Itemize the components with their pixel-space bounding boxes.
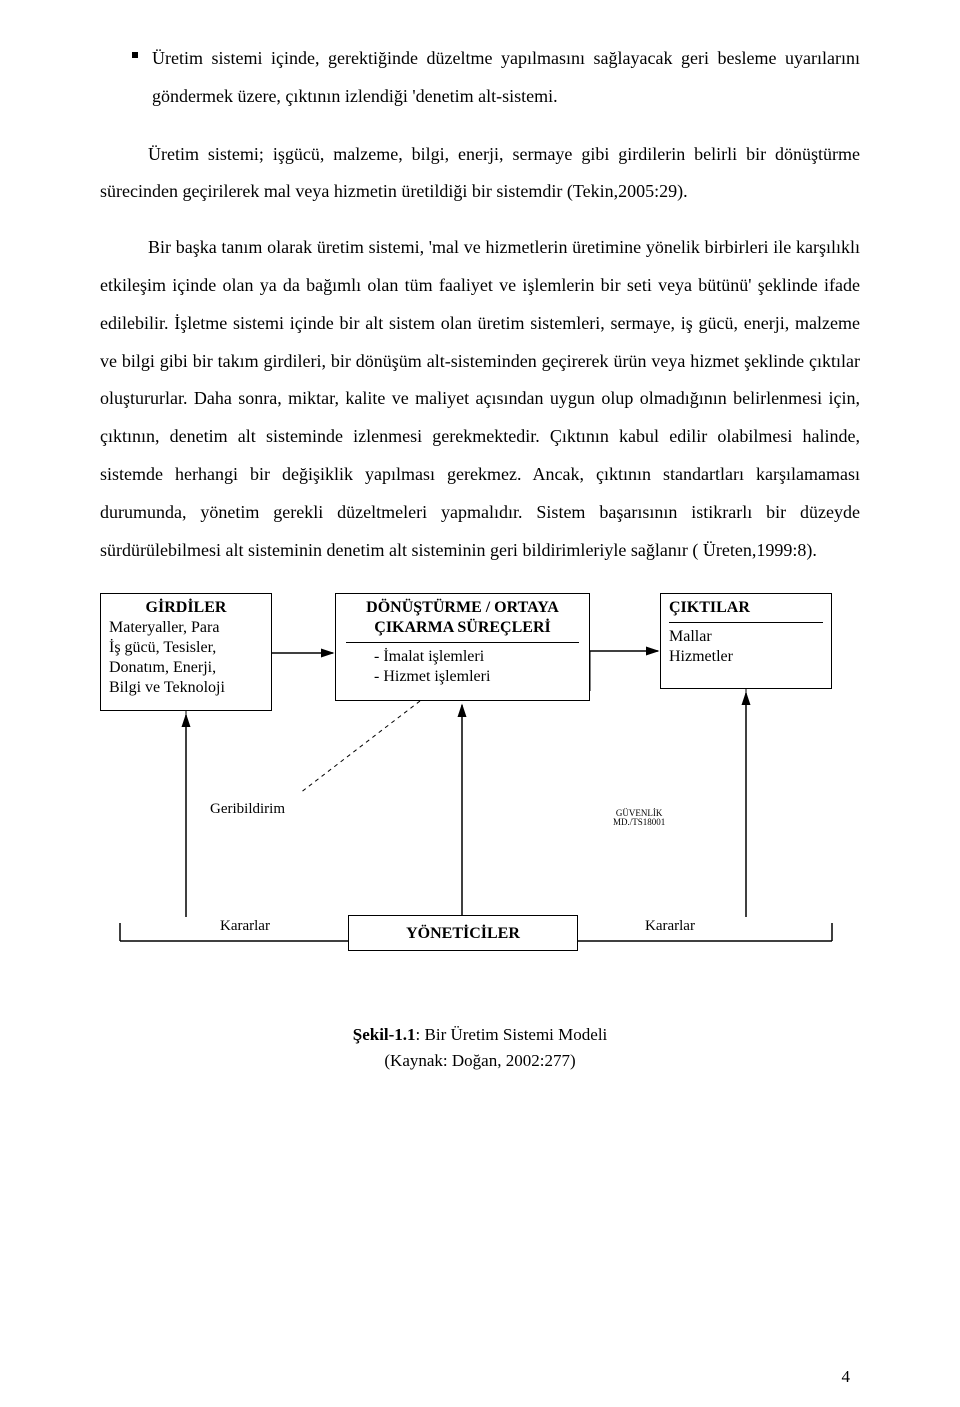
- paragraph-1: Üretim sistemi; işgücü, malzeme, bilgi, …: [100, 136, 860, 212]
- bullet-dot-icon: [132, 52, 138, 58]
- node-donusturme: DÖNÜŞTÜRME / ORTAYA ÇIKARMA SÜREÇLERİ - …: [335, 593, 590, 701]
- node-ciktilar: ÇIKTILAR Mallar Hizmetler: [660, 593, 832, 689]
- production-system-diagram: GİRDİLER Materyaller, Para İş gücü, Tesi…: [100, 593, 860, 1013]
- node-donusturme-title: DÖNÜŞTÜRME / ORTAYA ÇIKARMA SÜREÇLERİ: [346, 598, 579, 638]
- node-ciktilar-body: Mallar Hizmetler: [669, 627, 823, 667]
- figure-caption: Şekil-1.1: Bir Üretim Sistemi Modeli: [100, 1025, 860, 1045]
- node-girdiler-title: GİRDİLER: [109, 598, 263, 618]
- label-kararlar-left: Kararlar: [220, 918, 270, 935]
- node-girdiler: GİRDİLER Materyaller, Para İş gücü, Tesi…: [100, 593, 272, 711]
- node-yoneticiler: YÖNETİCİLER: [348, 915, 578, 951]
- label-geribildirim: Geribildirim: [210, 801, 285, 818]
- paragraph-2: Bir başka tanım olarak üretim sistemi, '…: [100, 229, 860, 569]
- bullet-text: Üretim sistemi içinde, gerektiğinde düze…: [152, 40, 860, 116]
- label-kararlar-right: Kararlar: [645, 918, 695, 935]
- label-guvenlik: GÜVENLİK MD./TS18001: [613, 809, 665, 827]
- figure-caption-label: Şekil-1.1: [353, 1025, 416, 1044]
- bullet-item: Üretim sistemi içinde, gerektiğinde düze…: [100, 40, 860, 116]
- node-yoneticiler-title: YÖNETİCİLER: [357, 920, 569, 948]
- page-number: 4: [842, 1367, 851, 1387]
- node-donusturme-body: - İmalat işlemleri - Hizmet işlemleri: [346, 647, 579, 687]
- node-girdiler-body: Materyaller, Para İş gücü, Tesisler, Don…: [109, 618, 263, 698]
- figure-source: (Kaynak: Doğan, 2002:277): [100, 1051, 860, 1071]
- node-ciktilar-title: ÇIKTILAR: [669, 598, 823, 618]
- figure-caption-text: : Bir Üretim Sistemi Modeli: [416, 1025, 608, 1044]
